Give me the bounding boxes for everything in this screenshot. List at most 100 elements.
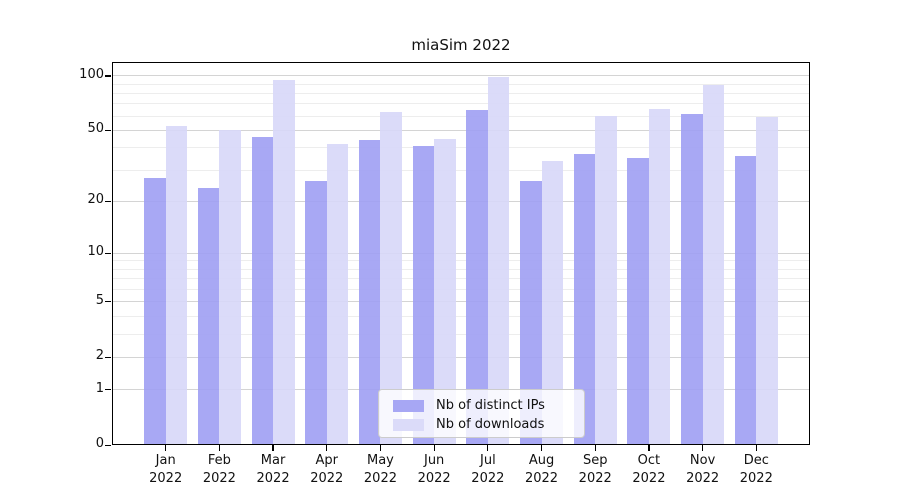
downloads-bar	[487, 77, 510, 445]
x-tick-label: Aug 2022	[510, 452, 574, 487]
x-tick-mark	[218, 445, 221, 451]
x-tick-mark	[594, 445, 596, 451]
major-gridline	[112, 129, 810, 131]
ips-bar	[251, 137, 274, 445]
ips-bar	[412, 146, 435, 445]
chart-title: miaSim 2022	[411, 36, 511, 54]
y-tick-label: 1	[95, 380, 104, 396]
minor-gridline	[112, 115, 810, 117]
legend-item-ips: Nb of distinct IPs	[393, 396, 574, 415]
legend: Nb of distinct IPs Nb of downloads	[378, 389, 585, 438]
y-tick-mark	[105, 129, 111, 132]
x-tick-year: 2022	[310, 470, 344, 486]
y-tick-mark	[105, 75, 111, 77]
ips-bar	[466, 109, 488, 445]
x-tick-label: May 2022	[348, 452, 412, 487]
y-tick-mark	[105, 252, 111, 254]
y-tick-label: 100	[79, 66, 104, 82]
y-tick-label: 10	[87, 244, 104, 260]
x-tick-month: Sep	[582, 453, 608, 468]
downloads-swatch	[393, 418, 424, 431]
x-tick-month: Oct	[637, 453, 661, 468]
downloads-bar	[541, 160, 564, 445]
x-tick-month: May	[367, 453, 394, 468]
y-tick-label: 2	[95, 348, 104, 364]
ips-bar	[734, 156, 757, 445]
downloads-bar	[219, 130, 241, 445]
x-tick-label: Sep 2022	[563, 452, 627, 487]
downloads-bar	[434, 138, 456, 445]
x-tick-mark	[379, 445, 382, 451]
downloads-bar	[380, 112, 402, 445]
ips-bar	[144, 178, 166, 445]
x-tick-year: 2022	[578, 470, 612, 486]
ips-bar	[197, 187, 220, 445]
ips-bar	[358, 140, 381, 445]
downloads-bar	[165, 125, 188, 445]
x-tick-label: Dec 2022	[724, 452, 788, 487]
major-gridline	[112, 200, 810, 202]
y-tick-label: 5	[95, 292, 104, 308]
x-tick-mark	[540, 445, 543, 451]
x-tick-mark	[272, 445, 274, 451]
y-tick-mark	[105, 356, 111, 358]
x-tick-month: Jul	[480, 453, 496, 468]
minor-gridline	[112, 288, 810, 290]
major-gridline	[112, 301, 810, 303]
x-tick-month: Jun	[423, 453, 445, 468]
x-tick-year: 2022	[632, 470, 666, 486]
y-tick-label: 50	[87, 121, 104, 137]
minor-gridline	[112, 315, 810, 317]
minor-gridline	[112, 278, 810, 280]
x-tick-label: Jan 2022	[134, 452, 198, 487]
x-tick-year: 2022	[686, 470, 720, 486]
legend-label-downloads: Nb of downloads	[436, 417, 545, 432]
ips-swatch	[393, 399, 424, 412]
x-tick-month: Aug	[528, 453, 555, 468]
x-tick-month: Mar	[260, 453, 286, 468]
minor-gridline	[112, 92, 810, 94]
x-tick-year: 2022	[739, 470, 773, 486]
ips-bar	[573, 154, 596, 445]
legend-item-downloads: Nb of downloads	[393, 415, 574, 434]
minor-gridline	[112, 83, 810, 85]
x-tick-year: 2022	[524, 470, 559, 486]
x-tick-year: 2022	[256, 470, 290, 486]
y-tick-label: 20	[87, 192, 104, 208]
x-tick-month: Jan	[155, 453, 176, 468]
minor-gridline	[112, 103, 810, 105]
x-tick-label: Jul 2022	[456, 452, 520, 487]
minor-gridline	[112, 260, 810, 262]
x-tick-mark	[433, 445, 435, 451]
x-tick-mark	[755, 445, 757, 451]
plot-area	[112, 62, 810, 445]
downloads-bar	[756, 117, 778, 445]
ips-bar	[681, 113, 703, 445]
x-tick-year: 2022	[202, 470, 236, 486]
minor-gridline	[112, 147, 810, 149]
y-tick-mark	[105, 200, 111, 203]
ips-bar	[520, 181, 542, 445]
ips-bar	[305, 181, 327, 445]
x-tick-mark	[648, 445, 650, 451]
x-tick-mark	[701, 445, 704, 451]
x-tick-label: Oct 2022	[617, 452, 681, 487]
minor-gridline	[112, 333, 810, 335]
x-tick-month: Apr	[315, 453, 339, 468]
x-tick-mark	[326, 445, 328, 451]
x-tick-label: Mar 2022	[241, 452, 305, 487]
downloads-bar	[648, 108, 671, 445]
y-tick-label: 0	[95, 436, 104, 451]
legend-label-ips: Nb of distinct IPs	[436, 398, 545, 413]
x-tick-year: 2022	[471, 470, 505, 486]
downloads-bar	[326, 144, 349, 445]
x-tick-mark	[165, 445, 167, 451]
minor-gridline	[112, 169, 810, 171]
major-gridline	[112, 252, 810, 254]
x-tick-month: Feb	[207, 453, 231, 468]
x-tick-month: Nov	[689, 453, 716, 468]
major-gridline	[112, 356, 810, 358]
x-tick-label: Apr 2022	[295, 452, 359, 487]
major-gridline	[112, 75, 810, 77]
